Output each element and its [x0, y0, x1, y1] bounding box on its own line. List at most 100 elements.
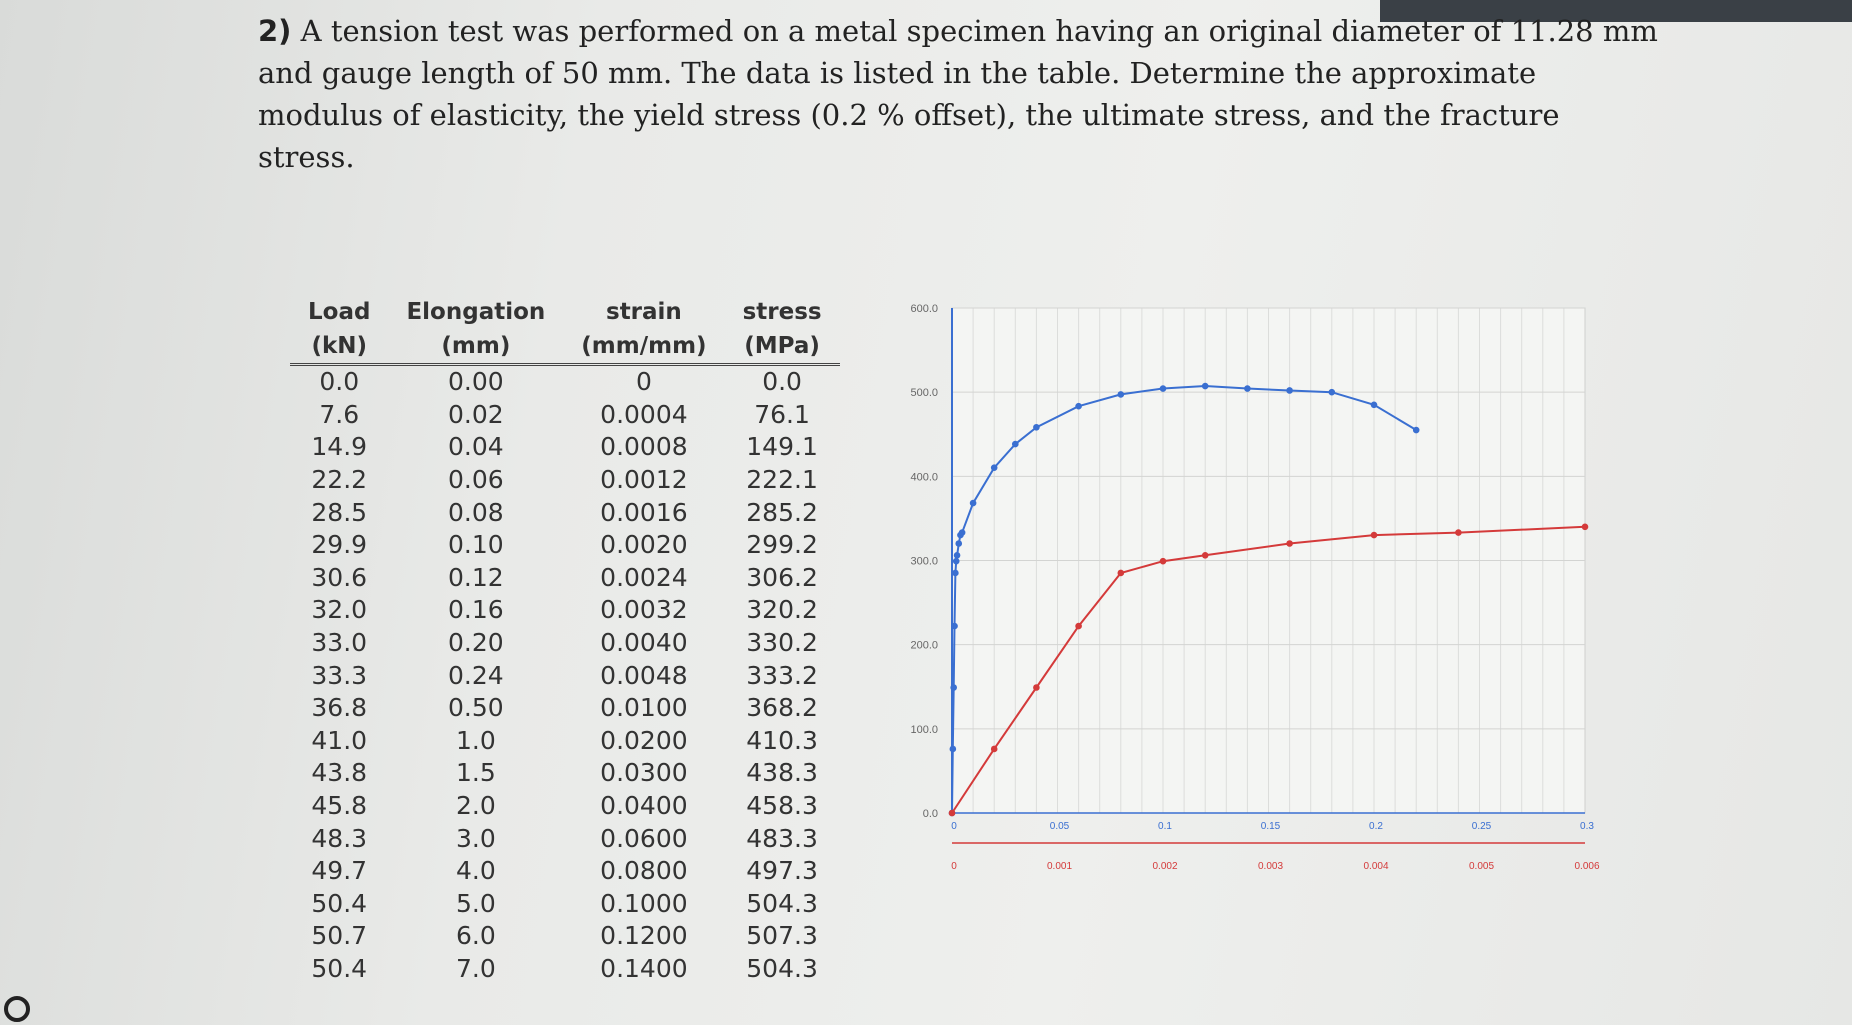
x-top-tick-label: 0.3: [1580, 821, 1594, 832]
cell-stress: 76.1: [754, 399, 810, 429]
x-bottom-tick-label: 0.003: [1258, 861, 1283, 872]
cell-elongation: 0.12: [448, 562, 504, 592]
cell-stress: 320.2: [746, 595, 818, 625]
cell-strain: 0.0600: [600, 823, 688, 853]
cell-elongation: 0.20: [448, 628, 504, 658]
data-point: [951, 622, 958, 630]
y-tick-label: 500.0: [910, 387, 938, 399]
data-point: [1201, 551, 1209, 559]
table-row: 43.8 1.5 0.0300 438.3: [290, 757, 840, 790]
data-point: [952, 569, 959, 577]
cell-strain: 0.0200: [600, 725, 688, 755]
header-strain: strain: [606, 299, 682, 325]
cell-elongation: 0.02: [448, 399, 504, 429]
cell-strain: 0: [635, 367, 652, 397]
x-bottom-tick-label: 0.006: [1574, 861, 1599, 872]
table-row: 30.6 0.12 0.0024 306.2: [290, 562, 840, 595]
table-row: 45.8 2.0 0.0400 458.3: [290, 790, 840, 823]
cell-load: 48.3: [311, 823, 368, 853]
data-point: [1286, 387, 1293, 394]
x-bottom-tick-label: 0.004: [1363, 861, 1388, 872]
data-point: [955, 540, 963, 547]
cell-stress: 306.2: [746, 562, 818, 592]
data-point: [1455, 529, 1462, 536]
x-bottom-tick-label: 0.001: [1047, 861, 1072, 872]
cell-strain: 0.1200: [600, 921, 688, 951]
header-stress-unit: (MPa): [724, 329, 840, 366]
cell-stress: 222.1: [746, 465, 818, 495]
data-point: [1581, 523, 1589, 531]
data-point: [990, 464, 998, 471]
table-row: 36.8 0.50 0.0100 368.2: [290, 692, 840, 725]
cell-strain: 0.0012: [600, 465, 688, 495]
cell-elongation: 6.0: [455, 921, 496, 951]
table-row: 0.0 0.00 0 0.0: [290, 365, 840, 399]
header-elongation: Elongation: [406, 299, 546, 325]
data-point: [1328, 388, 1336, 396]
table-body: 0.0 0.00 0 0.0 7.6 0.02 0.0004 76.1 14.9 0.04 0.00…: [290, 365, 840, 986]
data-point: [1117, 569, 1125, 577]
cell-elongation: 1.5: [455, 758, 496, 788]
cell-strain: 0.0100: [600, 693, 688, 723]
y-tick-label: 200.0: [910, 640, 938, 652]
table-row: 50.4 5.0 0.1000 504.3: [290, 888, 840, 921]
y-tick-label: 0.0: [923, 808, 938, 820]
header-stress: stress: [742, 299, 822, 325]
cell-strain: 0.1400: [600, 953, 688, 983]
ring-mark: [4, 996, 30, 1022]
cell-load: 29.9: [311, 530, 368, 560]
data-point: [1075, 622, 1082, 630]
cell-load: 22.2: [311, 465, 368, 495]
data-point: [1012, 440, 1019, 448]
data-point: [1075, 402, 1082, 410]
table-row: 50.7 6.0 0.1200 507.3: [290, 920, 840, 953]
data-point: [1033, 423, 1040, 431]
problem-statement: 2) A tension test was performed on a met…: [258, 10, 1658, 178]
test-data-table: Load Elongation strain stress (kN) (mm) …: [290, 295, 840, 985]
cell-stress: 333.2: [746, 660, 818, 690]
cell-stress: 299.2: [746, 530, 818, 560]
cell-elongation: 7.0: [455, 953, 496, 983]
cell-load: 50.7: [311, 921, 368, 951]
data-point: [990, 745, 998, 753]
cell-load: 49.7: [311, 856, 368, 886]
x-top-tick-label: 0.2: [1369, 821, 1383, 832]
cell-strain: 0.0008: [600, 432, 688, 462]
cell-strain: 0.0300: [600, 758, 688, 788]
header-elongation-unit: (mm): [388, 329, 564, 366]
data-point: [969, 499, 977, 507]
cell-stress: 483.3: [746, 823, 818, 853]
data-point: [1370, 531, 1378, 539]
cell-strain: 0.0048: [600, 660, 688, 690]
cell-elongation: 3.0: [455, 823, 496, 853]
cell-elongation: 0.00: [448, 367, 504, 397]
problem-number: 2): [258, 14, 292, 48]
data-point: [952, 557, 960, 565]
table-row: 41.0 1.0 0.0200 410.3: [290, 725, 840, 758]
cell-elongation: 0.16: [448, 595, 504, 625]
header-strain-unit: (mm/mm): [563, 329, 725, 366]
cell-stress: 410.3: [746, 725, 818, 755]
cell-load: 28.5: [311, 497, 368, 527]
cell-load: 36.8: [311, 693, 368, 723]
cell-stress: 149.1: [746, 432, 818, 462]
x-bottom-tick-label: 0.005: [1469, 861, 1494, 872]
cell-load: 41.0: [311, 725, 368, 755]
data-point: [1244, 385, 1251, 392]
cell-strain: 0.0004: [600, 399, 688, 429]
cell-load: 50.4: [311, 953, 368, 983]
x-bottom-tick-label: 0: [951, 861, 957, 872]
data-point: [1201, 382, 1209, 390]
cell-elongation: 0.04: [448, 432, 504, 462]
data-point: [958, 529, 966, 536]
table-row: 7.6 0.02 0.0004 76.1: [290, 399, 840, 432]
data-point: [1370, 401, 1378, 409]
cell-stress: 507.3: [746, 921, 818, 951]
data-point: [1033, 684, 1040, 691]
data-point: [953, 551, 961, 559]
cell-load: 33.3: [311, 660, 368, 690]
x-top-tick-label: 0: [951, 821, 957, 832]
cell-load: 50.4: [311, 888, 368, 918]
data-point: [1159, 385, 1167, 392]
table-row: 33.3 0.24 0.0048 333.2: [290, 659, 840, 692]
